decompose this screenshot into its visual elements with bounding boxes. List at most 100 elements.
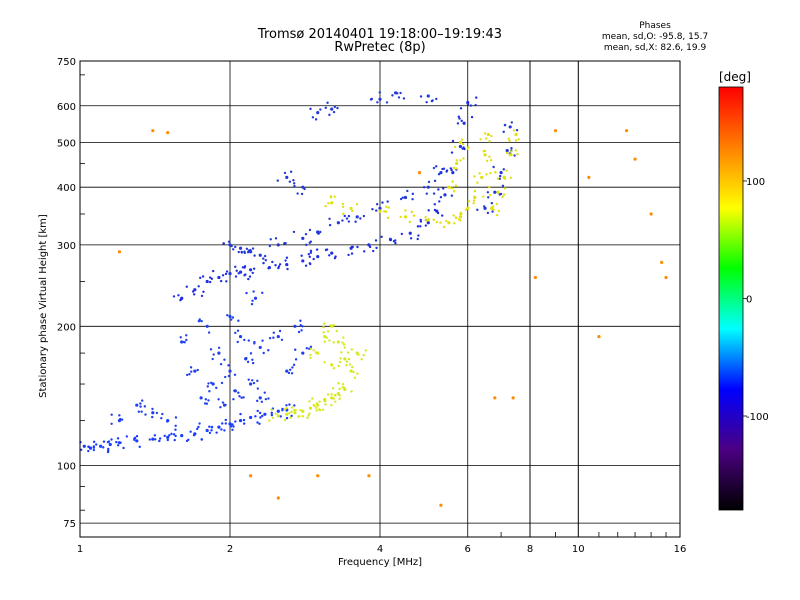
data-point (289, 368, 292, 371)
data-point (487, 196, 490, 199)
data-point (324, 204, 327, 208)
data-point (190, 370, 193, 373)
data-point (174, 428, 177, 431)
data-point (261, 339, 264, 342)
data-point (292, 178, 295, 182)
data-point (457, 115, 460, 118)
data-point (249, 352, 253, 355)
data-point (301, 185, 305, 189)
data-point (211, 357, 214, 361)
data-point (235, 269, 238, 272)
data-point (301, 351, 305, 355)
data-point (451, 139, 455, 143)
data-point (458, 215, 463, 219)
data-point (514, 139, 518, 142)
data-point (243, 338, 246, 342)
data-point (261, 291, 264, 295)
data-point (453, 145, 457, 149)
data-point (318, 408, 322, 412)
data-point (504, 177, 507, 180)
data-point (207, 399, 210, 402)
data-point (499, 192, 503, 196)
data-point (305, 243, 308, 247)
data-point (227, 374, 231, 378)
data-point (258, 345, 262, 350)
data-point (292, 230, 296, 234)
data-point (238, 246, 243, 250)
data-point (502, 130, 505, 134)
data-point (336, 340, 340, 344)
data-point (314, 118, 318, 121)
data-point (115, 440, 118, 444)
data-point (387, 206, 391, 209)
data-point (285, 406, 288, 410)
data-point (259, 416, 262, 419)
data-point (88, 446, 93, 450)
data-point (300, 329, 303, 332)
data-point (394, 239, 397, 242)
data-point (309, 251, 313, 254)
data-point (233, 373, 237, 376)
data-point (232, 425, 235, 428)
data-point (322, 331, 325, 334)
data-point (336, 106, 339, 110)
data-point (87, 449, 90, 453)
data-point (139, 402, 142, 405)
data-point (649, 212, 653, 216)
data-point (278, 263, 282, 266)
data-point (279, 415, 282, 418)
data-point (253, 296, 258, 300)
data-point (140, 410, 143, 413)
data-point (260, 400, 264, 403)
data-point (193, 369, 197, 373)
data-point (459, 107, 463, 110)
data-point (274, 264, 277, 267)
data-point (296, 192, 299, 195)
data-point (488, 140, 491, 143)
data-point (202, 290, 205, 293)
y-tick-label: 600 (57, 102, 76, 113)
data-point (245, 291, 248, 295)
data-point (533, 275, 537, 280)
data-point (303, 187, 306, 191)
data-point (180, 434, 184, 438)
data-point (191, 290, 195, 293)
phase-stats-o: mean, sd,O: -95.8, 15.7 (601, 32, 709, 42)
data-point (285, 416, 289, 420)
data-point (499, 171, 503, 175)
data-point (251, 271, 254, 275)
data-point (350, 252, 354, 255)
data-point (236, 340, 239, 344)
data-point (151, 129, 155, 133)
data-point (462, 157, 465, 160)
data-point (462, 121, 466, 125)
data-point (80, 448, 83, 452)
data-point (351, 209, 354, 213)
data-point (289, 170, 293, 173)
data-point (268, 336, 272, 340)
data-point (355, 202, 359, 206)
data-point (308, 412, 311, 415)
data-point (488, 155, 491, 158)
data-point (172, 295, 176, 298)
data-point (357, 353, 360, 357)
data-point (505, 169, 508, 172)
data-point (200, 294, 204, 298)
data-point (410, 210, 414, 214)
data-point (433, 203, 436, 206)
data-point (514, 132, 518, 137)
data-point (333, 105, 337, 109)
data-point (451, 187, 454, 190)
data-point (462, 146, 465, 149)
data-point (226, 313, 229, 317)
data-point (328, 339, 331, 342)
data-point (210, 429, 213, 432)
data-point (189, 366, 193, 369)
data-point (251, 379, 254, 382)
data-point (92, 445, 96, 448)
data-point (284, 241, 287, 245)
data-point (252, 290, 255, 293)
data-point (138, 445, 141, 449)
data-point (196, 427, 199, 431)
data-point (208, 390, 211, 393)
